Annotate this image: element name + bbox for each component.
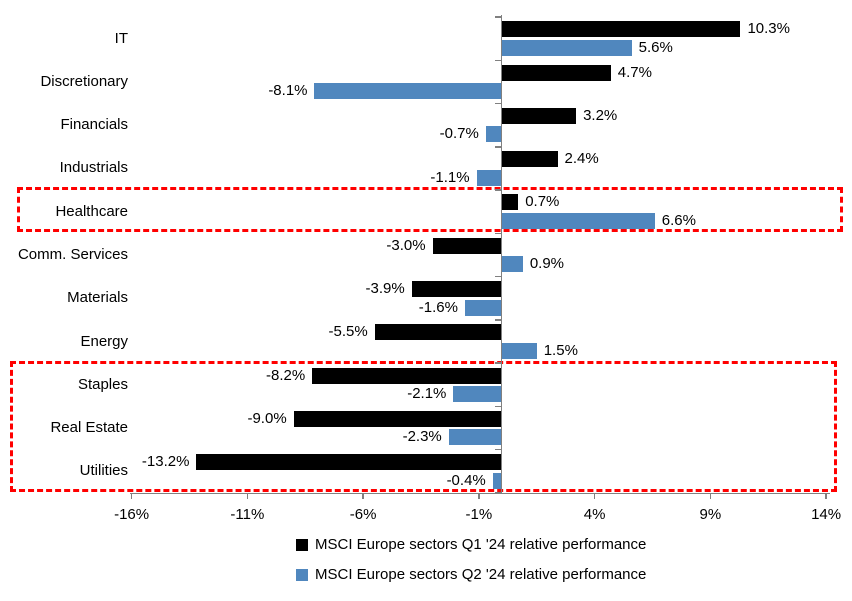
category-axis-tick-mark [495,492,502,494]
q2-bar-real-estate [448,429,502,446]
q1-bar-it [502,21,741,38]
q2-value-label-staples: -2.1% [407,385,447,403]
q2-bar-industrials [476,169,502,186]
x-axis-tick-label: -16% [114,506,150,523]
q2-bar-healthcare [502,212,655,229]
q1-legend-label: MSCI Europe sectors Q1 '24 relative perf… [315,536,647,553]
healthcare-highlight [17,187,843,233]
category-axis-tick-mark [495,146,502,148]
q2-bar-staples [453,386,502,403]
q1-value-label-it: 10.3% [747,20,790,38]
category-label-staples: Staples [77,375,128,393]
category-label-energy: Energy [80,332,128,350]
category-axis-tick-mark [495,232,502,235]
q1-value-label-real-estate: -9.0% [247,409,287,427]
x-axis-tick-label: -11% [230,506,265,523]
category-label-comm-services: Comm. Services [17,246,128,263]
x-axis-tick-label: 9% [699,506,722,523]
category-axis-tick-mark [495,319,502,321]
x-axis-tick-label: 4% [583,506,606,523]
q1-value-label-discretionary: 4.7% [617,63,652,81]
q2-value-label-healthcare: 6.6% [661,211,696,229]
q1-bar-real-estate [293,410,502,427]
zero-axis-line [500,15,502,493]
x-axis-tick-label: -1% [465,506,493,523]
q1-value-label-financials: 3.2% [583,106,618,124]
q1-bar-industrials [502,151,558,168]
q2-value-label-it: 5.6% [638,38,673,56]
category-label-financials: Financials [60,116,128,134]
x-axis-tick-mark [593,493,596,499]
q2-bar-energy [502,342,537,359]
category-label-healthcare: Healthcare [55,202,128,220]
q1-value-label-industrials: 2.4% [564,150,599,168]
category-label-real-estate: Real Estate [50,419,128,437]
q2-value-label-financials: -0.7% [439,125,479,143]
category-label-industrials: Industrials [59,159,128,177]
category-label-utilities: Utilities [79,462,128,480]
q2-bar-financials [485,126,502,143]
category-axis-tick-mark [495,189,502,191]
q2-bar-discretionary [314,83,502,100]
q2-bar-comm-services [502,256,523,273]
q2-bar-it [502,39,632,56]
q2-bar-utilities [492,472,502,489]
category-axis-tick-mark [495,362,502,364]
q2-bar-materials [464,299,502,316]
q1-bar-financials [502,107,577,124]
q1-value-label-staples: -8.2% [265,366,306,384]
x-axis-tick-mark [478,493,480,499]
q1-bar-discretionary [502,64,611,81]
x-axis-tick-label: -6% [349,506,377,523]
q2-value-label-materials: -1.6% [418,298,458,316]
q2-value-label-energy: 1.5% [543,341,578,359]
x-axis-tick-mark [130,493,133,499]
q2-value-label-discretionary: -8.1% [268,82,308,100]
category-label-it: IT [114,29,128,47]
q1-bar-staples [312,367,502,384]
q2-legend-swatch-icon [296,569,308,581]
q1-legend-swatch-icon [296,539,308,551]
x-axis-tick-mark [825,493,827,499]
q1-bar-materials [411,281,502,298]
category-axis-tick-mark [495,275,502,278]
x-axis-tick-mark [246,493,249,499]
q2-value-label-industrials: -1.1% [430,168,470,186]
q1-bar-comm-services [432,237,502,254]
legend-item-q2: MSCI Europe sectors Q2 '24 relative perf… [296,566,646,584]
q2-legend-label: MSCI Europe sectors Q2 '24 relative perf… [315,566,647,583]
category-axis-tick-mark [495,405,502,408]
category-axis-tick-mark [495,59,502,62]
q2-value-label-comm-services: 0.9% [529,255,565,273]
q2-value-label-utilities: -0.4% [446,471,486,489]
x-axis-tick-mark [362,493,364,499]
q1-bar-healthcare [502,194,519,211]
q1-value-label-materials: -3.9% [365,280,405,298]
q1-value-label-healthcare: 0.7% [525,193,560,211]
category-label-discretionary: Discretionary [40,72,128,90]
q2-value-label-real-estate: -2.3% [402,428,442,446]
x-axis-tick-label: 14% [811,506,842,523]
q1-value-label-energy: -5.5% [328,323,368,341]
x-axis-line [130,492,830,494]
category-axis-tick-mark [495,102,502,105]
category-axis-tick-mark [495,448,502,451]
q1-bar-energy [374,324,502,341]
category-axis-tick-mark [495,16,502,18]
q1-bar-utilities [196,454,502,471]
q1-value-label-comm-services: -3.0% [386,236,426,254]
category-label-materials: Materials [67,289,128,307]
q1-value-label-utilities: -13.2% [141,453,190,471]
legend-item-q1: MSCI Europe sectors Q1 '24 relative perf… [296,536,646,554]
x-axis-tick-mark [709,493,712,499]
